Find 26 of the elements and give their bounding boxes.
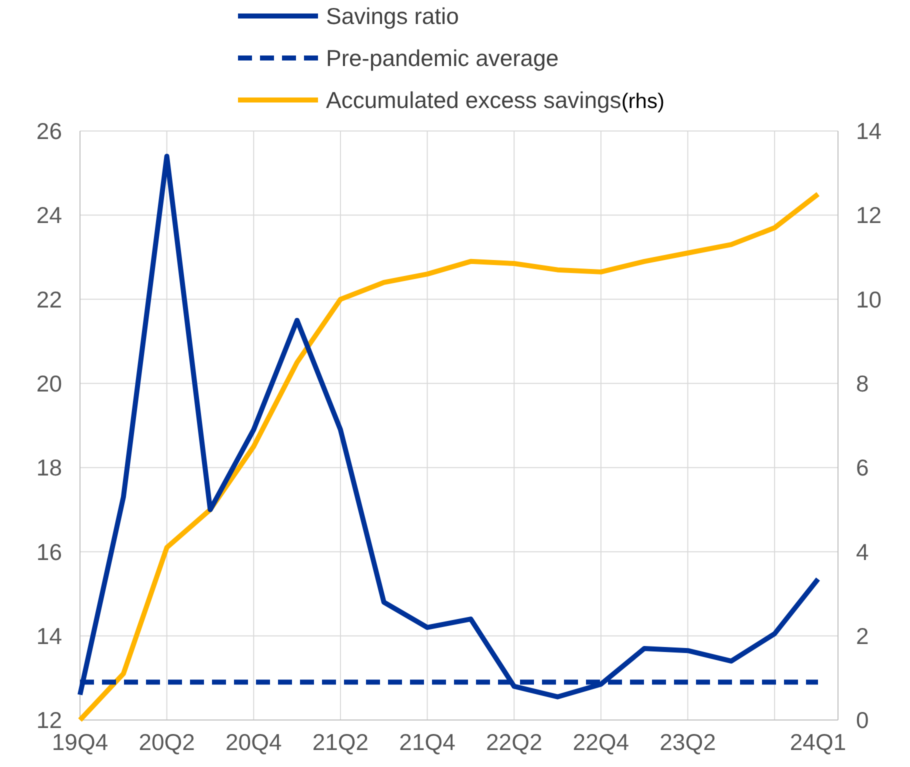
y2-tick-label: 10 [856,286,882,312]
y2-tick-label: 8 [856,370,869,396]
y-tick-label: 20 [36,370,62,396]
y-tick-label: 24 [36,202,62,228]
legend-label: Pre-pandemic average [326,45,559,72]
y2-tick-label: 2 [856,622,869,649]
y2-tick-label: 12 [856,202,882,228]
x-tick-label: 21Q2 [312,729,369,755]
y-tick-label: 22 [36,286,62,312]
y2-axis-title: (rhs) [621,90,664,114]
legend-label: Savings ratio [326,3,459,30]
x-tick-label: 20Q4 [226,729,282,755]
y-tick-label: 14 [36,622,62,649]
y-tick-label: 16 [36,538,62,565]
x-tick-label: 20Q2 [138,729,195,755]
x-tick-label: 22Q4 [572,729,630,755]
x-tick-label: 21Q4 [399,729,456,755]
y-tick-label: 26 [36,118,62,144]
x-tick-label: 24Q1 [790,729,846,755]
y2-tick-label: 4 [856,538,869,565]
y2-tick-label: 0 [856,707,869,734]
y2-tick-label: 6 [856,454,869,481]
x-tick-label: 22Q2 [486,729,542,755]
x-tick-label: 23Q2 [660,729,716,755]
y2-tick-label: 14 [856,118,882,144]
y-tick-label: 18 [36,454,62,481]
